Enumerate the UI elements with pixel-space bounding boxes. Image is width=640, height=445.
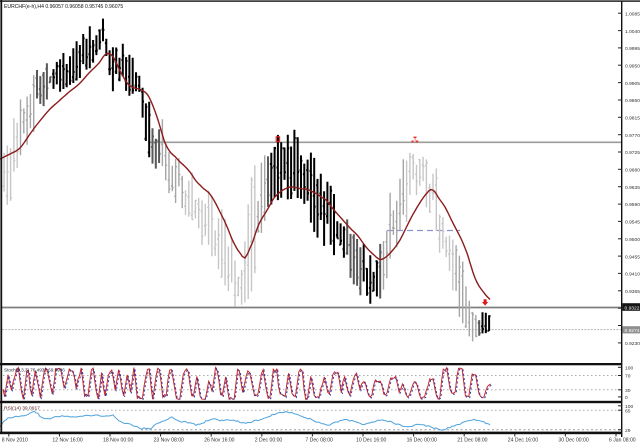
svg-text:0.9680: 0.9680 — [625, 168, 640, 174]
svg-text:0.9365: 0.9365 — [625, 289, 640, 295]
svg-text:2 Dec 00:00: 2 Dec 00:00 — [255, 438, 283, 444]
svg-text:65: 65 — [625, 408, 631, 414]
svg-text:12 Nov 16:00: 12 Nov 16:00 — [52, 438, 82, 444]
svg-text:EURCHF(e-h),H4 0.96057 0.9605: EURCHF(e-h),H4 0.96057 0.96058 0.95745 0… — [4, 4, 123, 10]
svg-text:0.9322: 0.9322 — [625, 305, 640, 311]
svg-text:10 Dec 16:00: 10 Dec 16:00 — [356, 438, 386, 444]
svg-text:16 Dec 00:00: 16 Dec 00:00 — [407, 438, 437, 444]
svg-text:29: 29 — [625, 428, 631, 434]
svg-text:0.9905: 0.9905 — [625, 81, 640, 87]
svg-text:RSI(14) 39.0917: RSI(14) 39.0917 — [4, 406, 40, 412]
svg-text:0.9860: 0.9860 — [625, 98, 640, 104]
svg-text:100: 100 — [625, 404, 633, 410]
svg-text:0.9545: 0.9545 — [625, 220, 640, 226]
svg-text:23 Nov 08:00: 23 Nov 08:00 — [154, 438, 184, 444]
svg-text:0.9635: 0.9635 — [625, 185, 640, 191]
svg-text:0.9950: 0.9950 — [625, 64, 640, 70]
svg-text:0.9590: 0.9590 — [625, 202, 640, 208]
svg-text:8 Nov 2010: 8 Nov 2010 — [2, 438, 28, 444]
svg-text:0.9500: 0.9500 — [625, 237, 640, 243]
svg-text:0.9725: 0.9725 — [625, 150, 640, 156]
svg-text:0.9274: 0.9274 — [625, 328, 640, 334]
svg-text:0: 0 — [625, 395, 628, 401]
svg-text:0.9770: 0.9770 — [625, 133, 640, 139]
svg-text:18 Nov 00:00: 18 Nov 00:00 — [103, 438, 133, 444]
svg-text:1.0085: 1.0085 — [625, 11, 640, 17]
svg-text:21 Dec 08:00: 21 Dec 08:00 — [457, 438, 487, 444]
svg-text:100: 100 — [625, 366, 633, 372]
svg-text:6 Jan 08:00: 6 Jan 08:00 — [609, 438, 636, 444]
svg-text:24 Dec 16:00: 24 Dec 16:00 — [508, 438, 538, 444]
svg-text:26 Nov 16:00: 26 Nov 16:00 — [204, 438, 234, 444]
svg-text:Stoch(5,3,3) 76.4931 69.0936: Stoch(5,3,3) 76.4931 69.0936 — [4, 368, 65, 373]
svg-text:70: 70 — [625, 374, 631, 380]
svg-text:7 Dec 08:00: 7 Dec 08:00 — [305, 438, 333, 444]
svg-text:0.9230: 0.9230 — [625, 341, 640, 347]
svg-text:0.9410: 0.9410 — [625, 272, 640, 278]
svg-text:1.0040: 1.0040 — [625, 29, 640, 35]
svg-text:30 Dec 00:00: 30 Dec 00:00 — [558, 438, 588, 444]
svg-text:0.9815: 0.9815 — [625, 116, 640, 122]
svg-text:0.9995: 0.9995 — [625, 46, 640, 52]
svg-text:30: 30 — [625, 388, 631, 394]
svg-text:0.9455: 0.9455 — [625, 254, 640, 260]
